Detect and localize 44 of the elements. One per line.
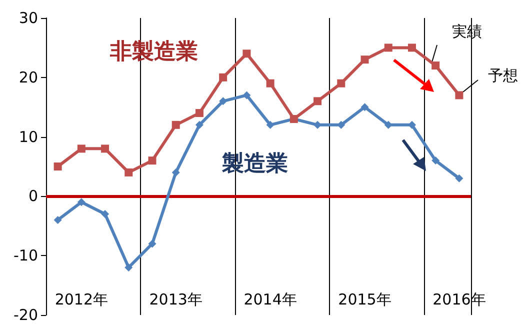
point xyxy=(455,91,464,100)
x-tick-label: 2016年 xyxy=(432,290,486,308)
point xyxy=(195,109,204,118)
point xyxy=(337,120,346,129)
x-tick-label: 2014年 xyxy=(244,290,297,308)
point xyxy=(432,156,440,165)
text: 予想 xyxy=(488,66,518,84)
point xyxy=(124,263,133,272)
point xyxy=(148,240,156,248)
point xyxy=(408,44,416,52)
point xyxy=(384,44,392,52)
point xyxy=(360,103,369,112)
point xyxy=(101,210,110,218)
y-tick-label: 10 xyxy=(18,128,38,146)
point xyxy=(384,120,392,129)
point xyxy=(219,97,228,106)
point xyxy=(148,156,156,165)
x-tick-label: 2015年 xyxy=(338,290,392,308)
point xyxy=(242,50,251,58)
point xyxy=(77,198,86,206)
point xyxy=(219,73,228,82)
x-tick-label: 2012年 xyxy=(54,290,108,308)
point xyxy=(172,120,180,129)
y-tick-label: 20 xyxy=(18,68,38,86)
y-tick-label: -10 xyxy=(14,246,38,265)
y-tick-label: 30 xyxy=(18,9,38,27)
y-tick-label: 0 xyxy=(28,187,38,206)
point xyxy=(172,168,180,176)
y-tick-label: -20 xyxy=(14,306,38,324)
point xyxy=(337,79,346,88)
point xyxy=(455,174,464,182)
point xyxy=(360,56,369,64)
point xyxy=(54,216,62,224)
point xyxy=(432,62,440,70)
x-tick-label: 2013年 xyxy=(149,290,202,308)
point xyxy=(266,120,274,129)
point xyxy=(124,168,133,176)
point xyxy=(54,162,62,170)
point xyxy=(77,144,86,153)
point xyxy=(101,144,110,153)
point xyxy=(314,97,322,106)
point xyxy=(195,120,204,129)
point xyxy=(266,79,274,88)
point xyxy=(242,91,251,100)
